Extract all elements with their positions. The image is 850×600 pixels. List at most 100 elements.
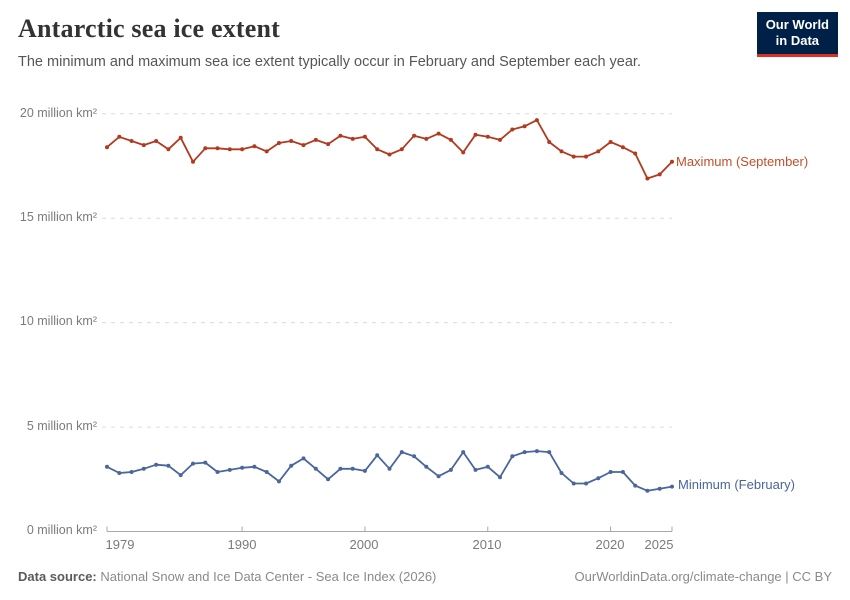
data-point bbox=[461, 450, 466, 455]
data-point bbox=[227, 147, 232, 152]
series-label-maximum-september[interactable]: Maximum (September) bbox=[676, 154, 809, 169]
data-point bbox=[485, 464, 490, 469]
data-point bbox=[227, 467, 232, 472]
data-point bbox=[277, 479, 281, 484]
data-point bbox=[141, 466, 146, 471]
data-point bbox=[498, 475, 502, 480]
data-point bbox=[424, 136, 429, 141]
data-point bbox=[387, 152, 392, 157]
x-tick-label-2020: 2020 bbox=[595, 537, 625, 552]
data-point bbox=[326, 477, 331, 482]
data-point bbox=[387, 466, 392, 471]
data-source-label: Data source: bbox=[18, 569, 97, 584]
owid-logo[interactable]: Our World in Data bbox=[756, 12, 838, 57]
data-point bbox=[362, 468, 367, 473]
chart-subtitle: The minimum and maximum sea ice extent t… bbox=[18, 54, 641, 70]
data-point bbox=[645, 176, 650, 181]
data-point bbox=[338, 466, 343, 471]
data-point bbox=[313, 466, 318, 471]
data-point bbox=[498, 137, 502, 142]
data-point bbox=[399, 450, 404, 455]
data-point bbox=[534, 449, 539, 454]
data-point bbox=[608, 140, 613, 144]
data-point bbox=[178, 473, 183, 478]
data-point bbox=[534, 118, 539, 123]
data-point bbox=[117, 134, 122, 139]
data-point bbox=[362, 134, 367, 139]
data-point bbox=[289, 463, 294, 468]
maximum-september-series-line bbox=[106, 119, 673, 180]
x-tick-label-1990: 1990 bbox=[227, 537, 257, 552]
data-point bbox=[399, 147, 404, 152]
maximum-september-series[interactable] bbox=[105, 118, 674, 181]
data-point bbox=[657, 486, 662, 491]
data-point bbox=[522, 450, 527, 455]
data-point bbox=[252, 144, 257, 149]
data-point bbox=[559, 471, 564, 475]
data-point bbox=[166, 147, 171, 152]
data-point bbox=[203, 460, 208, 465]
data-point bbox=[448, 137, 453, 142]
x-tick-label-1979: 1979 bbox=[105, 537, 135, 552]
data-point bbox=[350, 466, 355, 471]
data-point bbox=[215, 146, 220, 151]
data-point bbox=[129, 470, 134, 474]
data-point bbox=[191, 461, 195, 466]
data-point bbox=[510, 127, 515, 132]
data-point bbox=[301, 456, 306, 461]
data-point bbox=[584, 154, 588, 159]
data-point bbox=[657, 172, 662, 177]
data-point bbox=[424, 464, 429, 469]
data-point bbox=[571, 154, 576, 159]
data-point bbox=[141, 143, 146, 148]
data-point bbox=[240, 147, 245, 152]
data-point bbox=[277, 141, 281, 145]
data-point bbox=[620, 470, 625, 474]
page-title: Antarctic sea ice extent bbox=[18, 14, 281, 43]
data-point bbox=[448, 467, 453, 472]
data-point bbox=[264, 470, 269, 474]
owid-credit-link[interactable]: OurWorldinData.org/climate-change | CC B… bbox=[574, 569, 832, 584]
data-point bbox=[313, 137, 318, 142]
data-point bbox=[301, 143, 306, 148]
data-point bbox=[645, 488, 650, 493]
data-point bbox=[522, 124, 527, 129]
data-point bbox=[289, 139, 294, 143]
data-point bbox=[670, 484, 674, 489]
y-tick-label-5: 5 million km² bbox=[26, 419, 97, 433]
data-point bbox=[154, 139, 159, 143]
data-point bbox=[559, 149, 564, 154]
series-label-minimum-february[interactable]: Minimum (February) bbox=[678, 477, 796, 492]
owid-logo-line2: in Data bbox=[775, 33, 820, 49]
data-point bbox=[633, 151, 638, 156]
data-point bbox=[203, 146, 208, 151]
data-point bbox=[461, 150, 466, 155]
data-point bbox=[252, 464, 257, 469]
owid-logo-line1: Our World bbox=[765, 17, 829, 32]
data-point bbox=[264, 149, 269, 154]
data-point bbox=[473, 467, 478, 472]
data-point bbox=[596, 149, 601, 154]
data-point bbox=[412, 133, 417, 138]
data-point bbox=[547, 450, 552, 455]
data-point bbox=[240, 465, 245, 470]
x-tick-label-2000: 2000 bbox=[349, 537, 379, 552]
data-point bbox=[670, 159, 674, 164]
data-point bbox=[166, 463, 171, 468]
data-source-text: National Snow and Ice Data Center - Sea … bbox=[96, 569, 437, 584]
minimum-february-series[interactable] bbox=[105, 449, 674, 493]
data-point bbox=[178, 135, 183, 140]
data-source-note[interactable]: Data source: National Snow and Ice Data … bbox=[18, 569, 436, 584]
data-point bbox=[620, 145, 625, 150]
x-tick-label-2010: 2010 bbox=[472, 537, 502, 552]
data-point bbox=[105, 145, 109, 150]
data-point bbox=[547, 140, 552, 144]
data-point bbox=[129, 139, 134, 143]
data-point bbox=[510, 454, 515, 459]
data-point bbox=[375, 453, 380, 458]
data-point bbox=[633, 483, 638, 488]
data-point bbox=[473, 132, 478, 137]
y-tick-label-10: 10 million km² bbox=[19, 314, 97, 328]
data-point bbox=[436, 474, 441, 479]
